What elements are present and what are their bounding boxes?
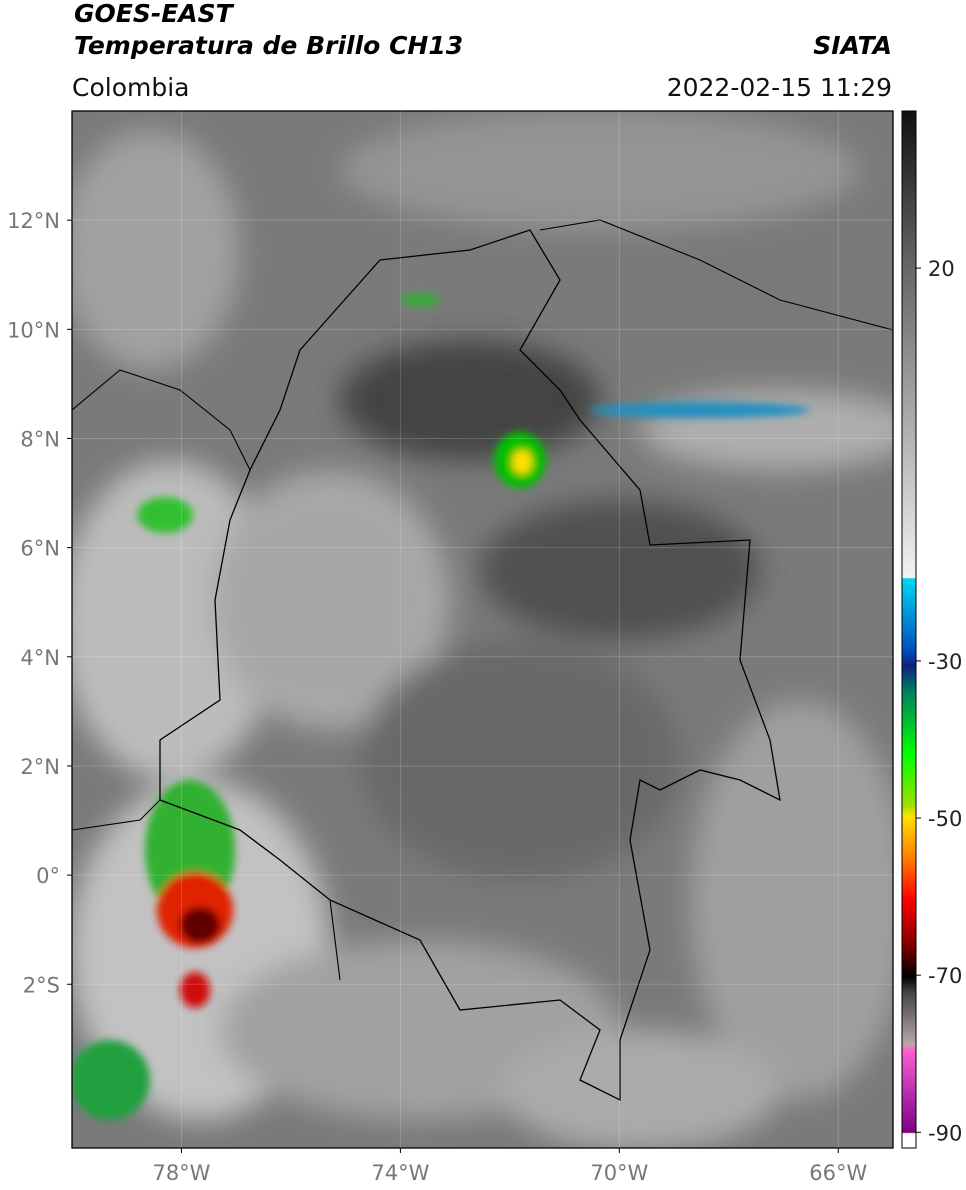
colorbar	[901, 110, 917, 1149]
colorbar-tick-label: -70	[928, 964, 962, 988]
x-tick-label: 70°W	[590, 1161, 648, 1185]
source: SIATA	[813, 31, 892, 60]
colorbar-tick-label: -50	[928, 807, 962, 831]
y-tick-label: 6°N	[20, 537, 60, 561]
colorbar-tick-label: -90	[928, 1121, 962, 1145]
y-tick-label: 2°N	[20, 755, 60, 779]
map-frame	[71, 110, 894, 1149]
y-tick-label: 8°N	[20, 427, 60, 451]
y-tick-label: 0°	[36, 864, 60, 888]
x-tick-label: 78°W	[152, 1161, 210, 1185]
y-tick-label: 12°N	[7, 209, 60, 233]
y-tick-label: 2°S	[23, 973, 60, 997]
x-tick-label: 74°W	[371, 1161, 429, 1185]
y-tick-label: 10°N	[7, 318, 60, 342]
map-image	[72, 111, 893, 1148]
colorbar-tick-label: 20	[928, 257, 955, 281]
y-tick-label: 4°N	[20, 646, 60, 670]
title: GOES-EAST	[74, 0, 235, 28]
subtitle: Temperatura de Brillo CH13	[74, 31, 463, 60]
timestamp: 2022-02-15 11:29	[667, 73, 892, 102]
region: Colombia	[72, 73, 189, 102]
x-tick-label: 66°W	[809, 1161, 867, 1185]
colorbar-tick-label: -30	[928, 650, 962, 674]
